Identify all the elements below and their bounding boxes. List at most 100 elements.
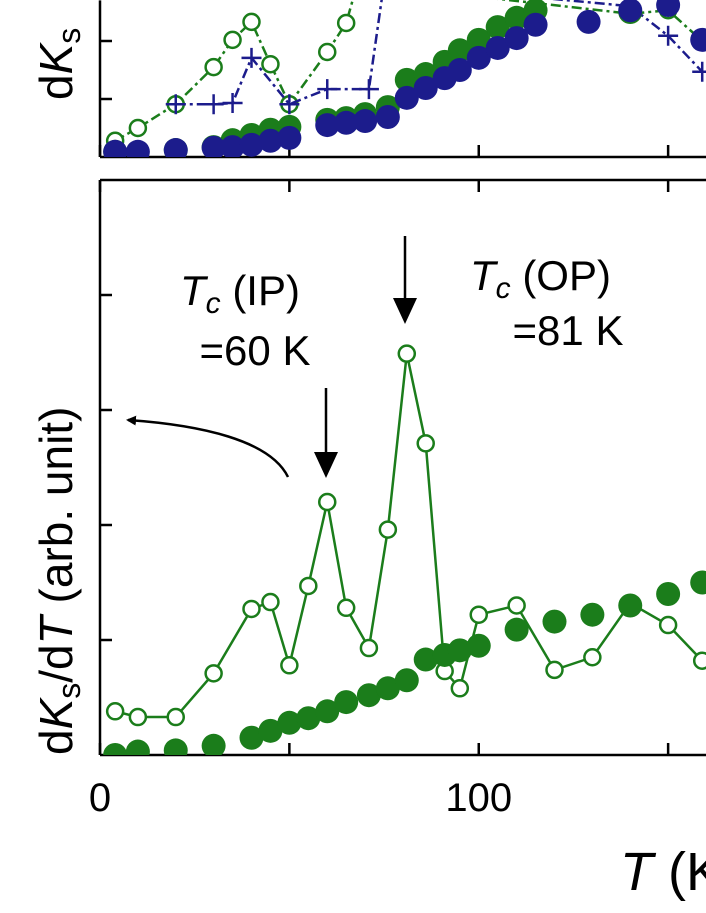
open-marker [469, 605, 488, 624]
open-marker [204, 57, 223, 77]
filled-marker [485, 35, 510, 60]
open-marker [318, 492, 337, 512]
annotation-part: T [470, 252, 499, 299]
open-marker [397, 344, 417, 363]
x-label-part: (K [653, 842, 706, 902]
x-axis-label: T (K [620, 842, 706, 902]
open-marker [583, 648, 602, 667]
tc-annotation: Tc (IP) [180, 267, 300, 320]
open-marker [261, 54, 280, 74]
filled-marker [163, 138, 188, 157]
filled-marker [485, 15, 510, 40]
filled-marker [239, 725, 264, 750]
annotation-part: c [496, 272, 511, 305]
open-marker [692, 651, 706, 670]
pointer-arrow [126, 415, 290, 478]
open-marker [336, 598, 356, 618]
filled-marker [504, 26, 529, 51]
y-axis-label: dKs/dT (arb. unit) [30, 407, 87, 755]
open-marker [166, 707, 185, 727]
tc-arrows [314, 236, 417, 478]
filled-marker [447, 38, 472, 63]
filled-marker [125, 139, 150, 157]
open-marker [105, 702, 125, 721]
y-label-part: s [51, 28, 87, 44]
x-tick-label: 0 [89, 776, 111, 820]
y-label-part: K [30, 696, 82, 729]
plus-marker [658, 25, 679, 46]
filled-marker [394, 85, 419, 110]
filled-marker [413, 75, 438, 100]
open-marker [204, 664, 223, 683]
plus-marker [241, 47, 262, 68]
filled-marker [504, 5, 529, 30]
plus-marker [358, 79, 379, 100]
plus-marker [203, 94, 224, 115]
tc-value: =81 K [513, 307, 624, 354]
open-marker [450, 679, 470, 698]
open-marker [242, 12, 261, 32]
open-marker [223, 30, 242, 50]
y-label-part: /d [30, 644, 82, 682]
filled-marker [201, 135, 226, 157]
open-marker [545, 660, 564, 680]
open-marker [128, 707, 148, 727]
y-axis-label: dKs [30, 28, 87, 100]
filled-marker [103, 743, 128, 755]
plus-marker [692, 61, 706, 82]
y-label-part: T [30, 613, 82, 644]
plus-marker [222, 93, 243, 114]
filled-marker [201, 733, 226, 755]
y-label-part: d [30, 74, 82, 100]
tc-value: =60 K [200, 327, 311, 374]
y-label-part: s [51, 683, 87, 699]
filled-marker [103, 139, 128, 157]
open-marker [242, 599, 261, 619]
tc-annotation: Tc (OP) [470, 252, 611, 305]
open-marker [299, 576, 318, 596]
annotation-part: (OP) [511, 252, 611, 299]
filled-marker [580, 602, 605, 627]
filled-marker [315, 113, 340, 138]
filled-marker [375, 104, 400, 129]
y-label-part: (arb. unit) [30, 407, 82, 617]
open-marker [261, 592, 280, 612]
x-tick-label: 100 [445, 776, 512, 820]
filled-marker [447, 638, 472, 663]
annotation-part: (IP) [221, 267, 300, 314]
filled-marker [239, 132, 264, 157]
filled-marker [690, 27, 706, 52]
open-marker [378, 520, 398, 539]
filled-marker [356, 683, 381, 708]
y-label-part: K [30, 41, 82, 74]
open-marker [416, 434, 435, 453]
series-line [114, 353, 704, 719]
filled-marker [334, 110, 359, 135]
annotation-part: T [180, 267, 209, 314]
filled-marker [394, 67, 419, 92]
filled-marker [618, 593, 643, 618]
filled-marker [542, 609, 567, 634]
filled-marker [523, 12, 548, 37]
filled-marker [394, 668, 419, 693]
filled-marker [277, 710, 302, 735]
x-label-part: T [620, 842, 657, 902]
open-marker [128, 118, 148, 138]
filled-marker [220, 135, 245, 157]
filled-marker [576, 9, 601, 34]
filled-marker [315, 699, 340, 724]
filled-marker [375, 676, 400, 701]
open-marker [658, 615, 678, 635]
filled-marker [656, 0, 681, 18]
open-marker [280, 656, 299, 675]
plot-area [103, 344, 706, 755]
filled-marker [296, 706, 321, 731]
filled-marker [466, 27, 491, 52]
filled-marker [413, 647, 438, 672]
filled-marker [353, 109, 378, 134]
filled-marker [656, 582, 681, 606]
y-label-part: d [30, 729, 82, 755]
filled-marker [466, 45, 491, 70]
filled-marker [690, 570, 706, 595]
